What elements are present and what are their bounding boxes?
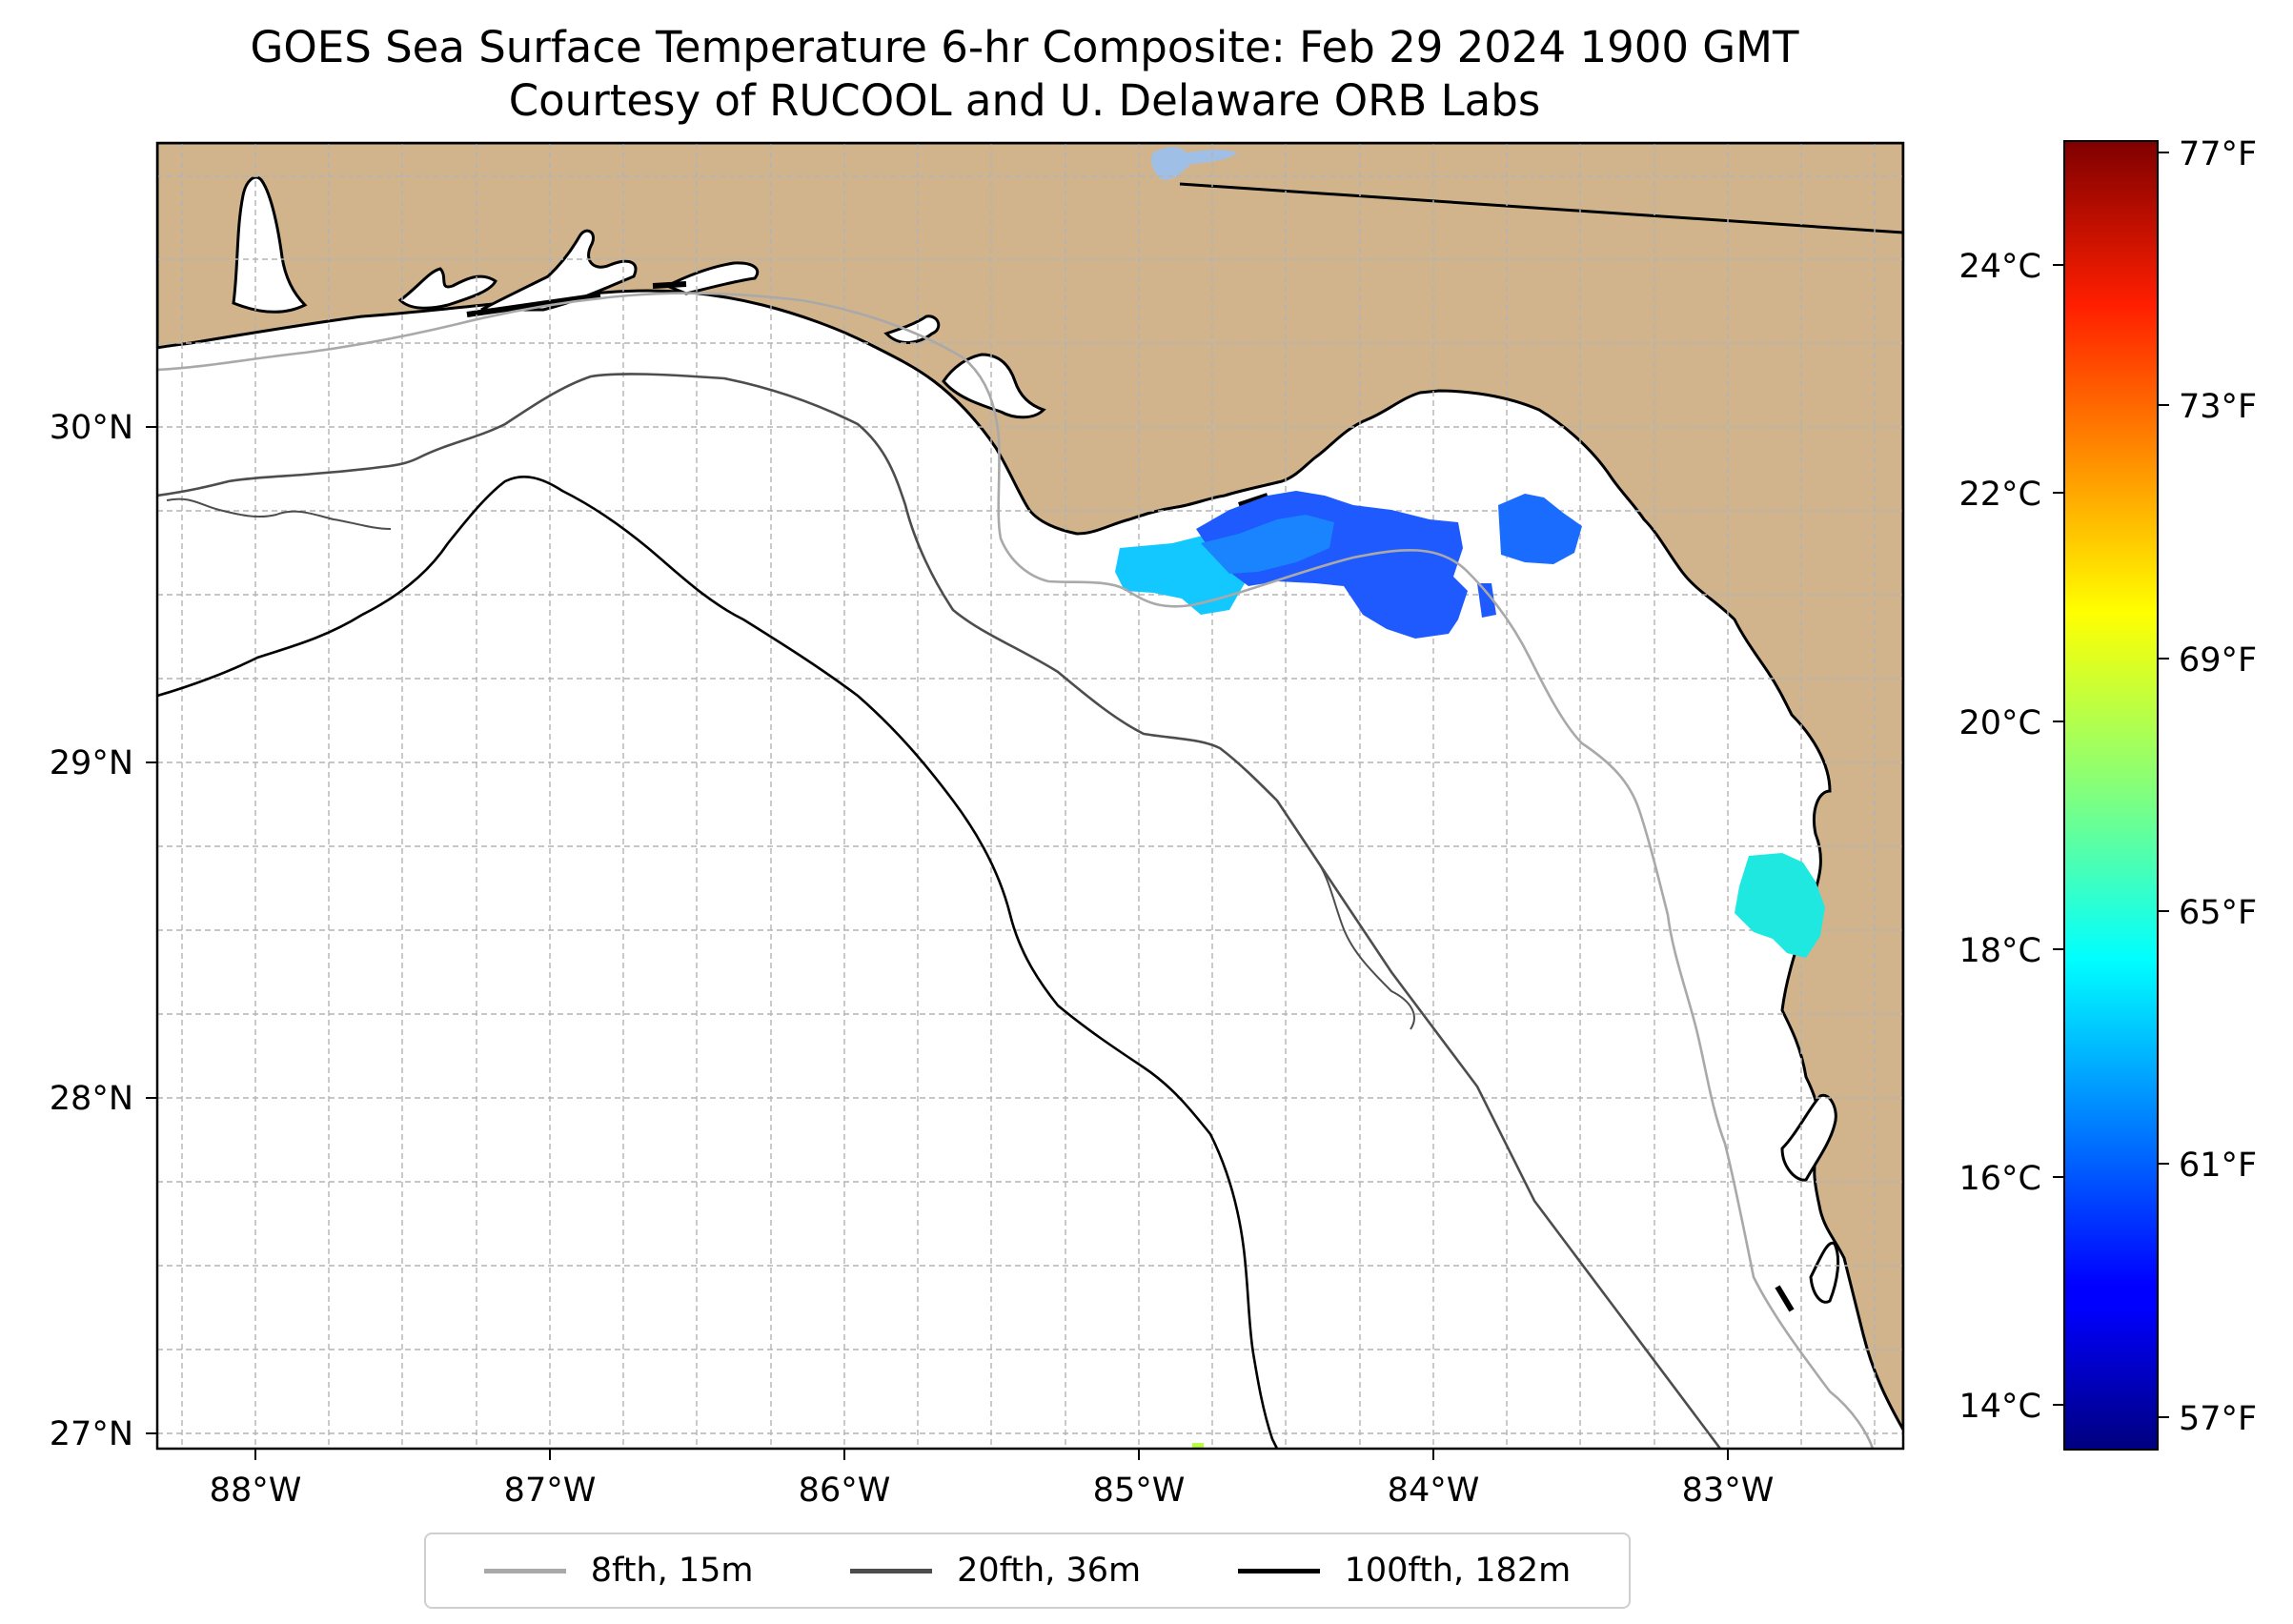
tampa-bay	[1780, 1093, 1837, 1182]
sst-data	[1115, 491, 1825, 1449]
fahrenheit-label: 69°F	[2179, 641, 2257, 680]
celsius-label: 22°C	[1959, 476, 2041, 514]
isobath-182m	[157, 475, 1279, 1449]
charlotte-harbor	[1809, 1241, 1840, 1304]
graticule	[157, 143, 1903, 1449]
lon-label: 84°W	[1388, 1472, 1480, 1510]
title-line-1: GOES Sea Surface Temperature 6-hr Compos…	[250, 22, 1799, 72]
celsius-label: 18°C	[1959, 932, 2041, 970]
legend-item-15m: 8fth, 15m	[483, 1552, 754, 1590]
legend-item-182m: 100fth, 182m	[1237, 1552, 1572, 1590]
lat-label: 27°N	[50, 1415, 133, 1453]
mobile-bay	[232, 175, 308, 314]
sst-patch-apalachee-mid	[1201, 515, 1334, 574]
fahrenheit-label: 73°F	[2179, 388, 2257, 426]
pensacola-bay	[397, 267, 497, 310]
map-frame	[155, 141, 1905, 1451]
celsius-label: 24°C	[1959, 248, 2041, 286]
colorbar-ticks	[2053, 152, 2169, 1418]
legend-label: 20fth, 36m	[957, 1552, 1142, 1590]
sst-patch-east	[1498, 494, 1582, 564]
lon-label: 83°W	[1682, 1472, 1775, 1510]
celsius-label: 20°C	[1959, 704, 2041, 742]
lake-seminole	[1150, 147, 1237, 180]
isobath-15m	[157, 292, 1875, 1449]
title-line-2: Courtesy of RUCOOL and U. Delaware ORB L…	[508, 75, 1541, 126]
isobath-36m	[157, 373, 1722, 1449]
sst-patch-cedar-key	[1735, 853, 1825, 958]
apalachicola-bay	[942, 353, 1046, 419]
legend-label: 100fth, 182m	[1344, 1552, 1572, 1590]
longitude-labels: 88°W 87°W 86°W 85°W 84°W 83°W	[210, 1472, 1775, 1510]
colorbar: 24°C 22°C 20°C 18°C 16°C 14°C 77°F 73°F …	[1959, 135, 2257, 1451]
celsius-label: 14°C	[1959, 1388, 2041, 1426]
map-title: GOES Sea Surface Temperature 6-hr Compos…	[0, 21, 2049, 128]
fahrenheit-label: 61°F	[2179, 1147, 2257, 1185]
colorbar-gradient	[2063, 140, 2159, 1451]
sst-pixel-south	[1192, 1443, 1204, 1449]
lat-label: 29°N	[50, 744, 133, 782]
choctawhatchee-bay	[480, 229, 638, 312]
legend-item-36m: 20fth, 36m	[850, 1552, 1141, 1590]
fahrenheit-label: 77°F	[2179, 135, 2257, 173]
lon-label: 87°W	[504, 1472, 597, 1510]
legend-line-36m	[850, 1568, 933, 1573]
lat-label: 28°N	[50, 1080, 133, 1118]
state-boundary	[1179, 182, 1903, 234]
lat-label: 30°N	[50, 409, 133, 447]
st-andrew-bay	[663, 261, 760, 295]
barrier-islands	[466, 281, 1795, 1312]
sst-patch-small	[1477, 583, 1496, 618]
fahrenheit-label: 57°F	[2179, 1400, 2257, 1438]
lon-label: 88°W	[210, 1472, 302, 1510]
land-mass	[157, 143, 1903, 1433]
legend-label: 8fth, 15m	[590, 1552, 754, 1590]
isobath-legend: 8fth, 15m 20fth, 36m 100fth, 182m	[424, 1533, 1631, 1609]
fahrenheit-label: 65°F	[2179, 894, 2257, 932]
lon-label: 86°W	[799, 1472, 891, 1510]
latitude-labels: 30°N 29°N 28°N 27°N	[50, 409, 133, 1453]
celsius-label: 16°C	[1959, 1160, 2041, 1198]
st-joseph-bay	[883, 315, 941, 344]
isobath-36m-fringe	[166, 497, 1415, 1030]
legend-line-15m	[483, 1568, 566, 1573]
lon-label: 85°W	[1093, 1472, 1186, 1510]
legend-line-182m	[1237, 1568, 1320, 1573]
axis-ticks	[146, 426, 1729, 1460]
